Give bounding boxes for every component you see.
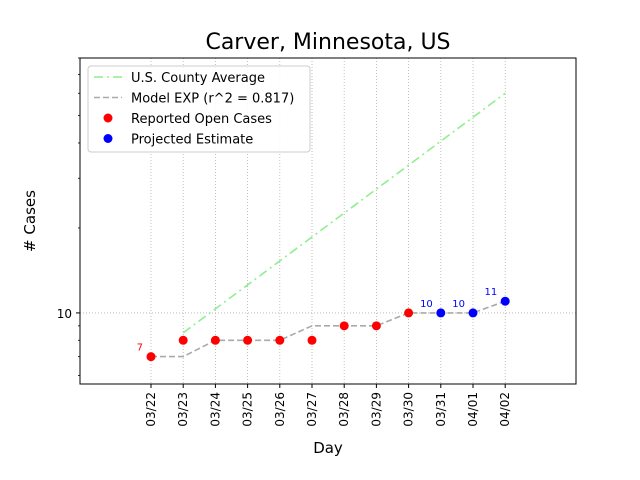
data-label: 7 — [137, 343, 143, 354]
legend-label: Reported Open Cases — [131, 112, 272, 127]
y-tick-label: 10 — [57, 307, 72, 321]
chart-title: Carver, Minnesota, US — [205, 30, 450, 55]
data-point — [339, 321, 349, 331]
legend: U.S. County Average Model EXP (r^2 = 0.81… — [87, 65, 311, 153]
x-axis-label: Day — [313, 439, 343, 457]
data-point — [371, 321, 381, 331]
legend-label: Projected Estimate — [131, 133, 253, 148]
x-axis: 03/22 03/23 03/24 03/25 03/26 03/27 03/28 03/29… — [144, 384, 512, 427]
series-line — [151, 300, 506, 358]
x-tick-label: 03/28 — [337, 392, 351, 427]
data-point — [307, 335, 317, 345]
data-label: 10 — [420, 299, 433, 310]
x-tick-label: 04/01 — [466, 392, 480, 427]
x-tick-label: 03/30 — [402, 392, 416, 427]
x-tick-label: 03/26 — [273, 392, 287, 427]
data-point — [436, 308, 446, 318]
y-axis: 10 — [57, 57, 80, 376]
data-label: 11 — [484, 287, 497, 298]
x-tick-label: 03/25 — [241, 392, 255, 427]
x-tick-label: 03/29 — [369, 392, 383, 427]
legend-label: Model EXP (r^2 = 0.817) — [131, 92, 294, 107]
series-layer: 7 10 10 11 — [137, 92, 510, 362]
data-point — [500, 296, 510, 306]
x-tick-label: 03/23 — [176, 392, 190, 427]
data-point — [146, 352, 156, 362]
legend-marker — [103, 134, 113, 143]
data-point — [243, 335, 253, 345]
y-axis-label: # Cases — [21, 190, 39, 252]
data-label: 10 — [452, 299, 465, 310]
x-tick-label: 03/27 — [305, 392, 319, 427]
x-tick-label: 03/31 — [434, 392, 448, 427]
plot-frame — [79, 57, 577, 385]
data-point — [468, 308, 478, 318]
legend-box — [87, 65, 311, 153]
data-point — [210, 335, 220, 345]
data-point — [404, 308, 414, 318]
data-point — [178, 335, 188, 345]
x-tick-label: 03/24 — [208, 392, 222, 427]
legend-marker — [103, 113, 113, 123]
x-tick-label: 03/22 — [144, 392, 158, 427]
legend-label: U.S. County Average — [131, 71, 265, 86]
data-point — [275, 335, 285, 345]
x-tick-label: 04/02 — [498, 392, 512, 427]
